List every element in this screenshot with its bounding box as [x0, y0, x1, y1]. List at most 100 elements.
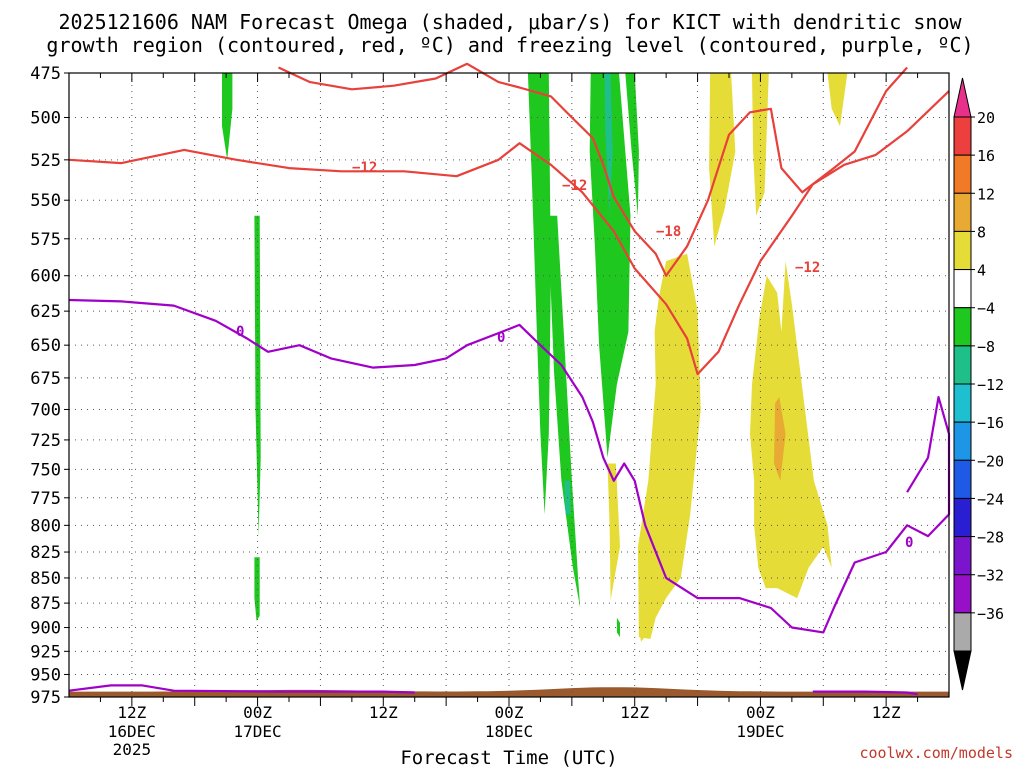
y-tick-label: 550: [30, 191, 61, 211]
omega-shading: [222, 73, 848, 642]
ascent--8-to--12-region: [604, 73, 613, 216]
descent-4-to-8-region: [750, 261, 832, 599]
colorbar-swatch: [953, 345, 972, 385]
colorbar-label: 4: [977, 262, 986, 280]
colorbar-label: 20: [977, 109, 995, 127]
x-tick-year: 2025: [113, 740, 152, 759]
colorbar-label: −36: [977, 605, 1004, 623]
colorbar-label: 8: [977, 223, 986, 241]
chart-title-line1: 2025121606 NAM Forecast Omega (shaded, μ…: [58, 10, 962, 34]
descent-4-to-8-region: [827, 73, 848, 127]
x-tick-label: 12Z: [872, 703, 901, 722]
y-tick-label: 800: [30, 516, 61, 536]
red-contour-label: −12: [352, 160, 377, 176]
ascent--4-to--8-region: [616, 617, 620, 638]
y-tick-label: 600: [30, 267, 61, 287]
x-tick-label: 12Z: [369, 703, 398, 722]
colorbar-swatch: [953, 497, 972, 538]
colorbar-label: −24: [977, 490, 1004, 508]
descent-8-to-12-region: [774, 397, 786, 481]
colorbar-swatch: [953, 230, 972, 271]
x-tick-date: 19DEC: [736, 722, 784, 741]
colorbar-swatch: [953, 154, 972, 194]
ascent--4-to--8-region: [547, 215, 581, 609]
colorbar-swatch: [953, 459, 972, 499]
y-tick-label: 850: [30, 569, 61, 589]
y-tick-label: 725: [30, 431, 61, 451]
x-tick-label: 00Z: [746, 703, 775, 722]
colorbar-label: −28: [977, 529, 1004, 547]
credit-text: coolwx.com/models: [859, 744, 1013, 762]
descent-4-to-8-region: [752, 73, 769, 216]
y-tick-label: 950: [30, 665, 61, 685]
colorbar-swatch: [953, 192, 972, 232]
y-tick-label: 625: [30, 302, 61, 322]
colorbar-swatch: [953, 536, 972, 576]
descent-4-to-8-region: [607, 463, 620, 601]
y-tick-label: 500: [30, 109, 61, 129]
colorbar-swatch: [953, 269, 972, 309]
red-upper--12-contour: [68, 90, 950, 376]
descent-4-to-8-region: [637, 253, 701, 639]
x-tick-label: 00Z: [243, 703, 272, 722]
ascent--4-to--8-region: [254, 215, 261, 537]
purple-0C-contour: [68, 298, 951, 634]
colorbar-swatch: [953, 612, 972, 652]
colorbar-label: −8: [977, 338, 995, 356]
y-tick-label: 975: [30, 688, 61, 708]
colorbar-swatch: [953, 383, 972, 423]
grid: [69, 73, 949, 697]
y-tick-label: 925: [30, 642, 61, 662]
y-tick-label: 675: [30, 369, 61, 389]
colorbar: 20 16 12 8 4 −4 −8 −12 −16 −20 −24 −28 −32 −36: [953, 77, 1004, 691]
y-tick-label: 900: [30, 619, 61, 639]
y-tick-label: 525: [30, 151, 61, 171]
ascent--4-to--8-region: [625, 73, 639, 216]
descent-4-to-8-region: [638, 608, 649, 642]
colorbar-label: 12: [977, 185, 995, 203]
y-axis: 475 500 525 550 575 600 625 650 675 700 725 750 775 8…: [30, 64, 69, 708]
x-tick-label: 12Z: [620, 703, 649, 722]
colorbar-swatch: [953, 116, 972, 156]
x-tick-date: 16DEC: [108, 722, 156, 741]
chart-title-line2: growth region (contoured, red, ºC) and f…: [46, 33, 973, 57]
colorbar-top-arrow: [953, 77, 972, 118]
colorbar-swatch: [953, 421, 972, 461]
ascent--4-to--8-region: [254, 557, 260, 621]
colorbar-label: −20: [977, 452, 1004, 470]
y-tick-label: 875: [30, 594, 61, 614]
colorbar-swatch: [953, 307, 972, 347]
colorbar-swatch: [953, 574, 972, 614]
y-tick-label: 750: [30, 460, 61, 480]
y-tick-label: 650: [30, 336, 61, 356]
colorbar-label: −32: [977, 567, 1004, 585]
red-contour-label: −18: [656, 224, 681, 240]
colorbar-label: −16: [977, 414, 1004, 432]
x-tick-date: 18DEC: [485, 722, 533, 741]
terrain: [69, 687, 949, 697]
y-tick-label: 700: [30, 400, 61, 420]
ascent--4-to--8-region: [222, 73, 233, 160]
colorbar-label: −4: [977, 300, 995, 318]
x-tick-date: 17DEC: [233, 722, 281, 741]
colorbar-label: 16: [977, 147, 995, 165]
ascent--4-to--8-region: [589, 73, 631, 458]
x-tick-label: 12Z: [117, 703, 146, 722]
descent-4-to-8-region: [709, 73, 736, 247]
y-tick-label: 575: [30, 230, 61, 250]
y-tick-label: 775: [30, 489, 61, 509]
purple-contour-label: 0: [236, 324, 244, 340]
x-tick-label: 00Z: [495, 703, 524, 722]
red-contour-label: −12: [562, 178, 587, 194]
plot-area: [68, 62, 951, 697]
x-axis-title: Forecast Time (UTC): [400, 747, 617, 768]
purple-contour-label: 0: [497, 330, 505, 346]
purple-surface-0C-b-contour: [812, 690, 918, 696]
purple-surface-0C-contour: [68, 684, 415, 694]
y-tick-label: 475: [30, 64, 61, 84]
y-tick-label: 825: [30, 543, 61, 563]
red-contour-label: −12: [795, 260, 820, 276]
terrain-fill: [69, 687, 949, 697]
contour-labels: −12 −12 −18 −12 0 0 0: [236, 160, 913, 551]
